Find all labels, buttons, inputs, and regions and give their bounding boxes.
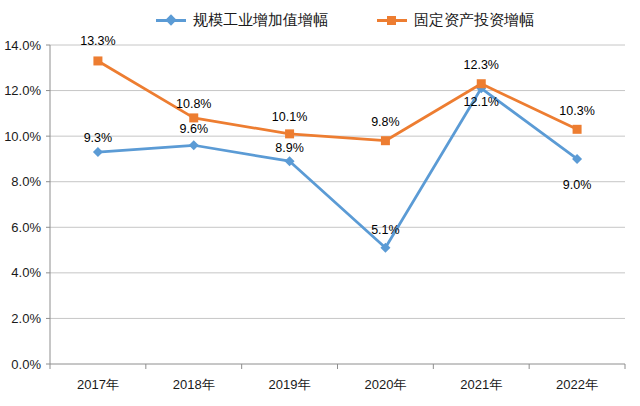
y-axis-tick-label: 4.0% [11, 265, 41, 280]
y-axis-tick-label: 10.0% [4, 129, 41, 144]
data-point-marker-square [285, 129, 294, 138]
square-marker-icon [387, 16, 396, 25]
data-point-label: 10.8% [176, 97, 211, 111]
data-point-label: 10.1% [272, 110, 307, 124]
legend-item-industrial-growth: 规模工业增加值增幅 [156, 11, 328, 29]
data-point-label: 5.1% [371, 223, 400, 237]
y-axis-tick-label: 14.0% [4, 38, 41, 53]
data-point-label: 9.6% [180, 122, 209, 136]
data-point-marker-square [381, 136, 390, 145]
legend-line-orange [377, 19, 407, 22]
x-axis-category-label: 2022年 [556, 377, 598, 392]
x-axis-category-label: 2018年 [173, 377, 215, 392]
legend-label-industrial-growth: 规模工业增加值增幅 [193, 11, 328, 30]
data-point-marker-diamond [93, 147, 103, 157]
x-axis-category-label: 2020年 [364, 377, 406, 392]
y-axis-tick-label: 8.0% [11, 174, 41, 189]
data-point-label: 13.3% [80, 34, 115, 48]
diamond-marker-icon [165, 14, 176, 25]
data-point-label: 9.8% [371, 115, 400, 129]
legend-label-fixed-investment-growth: 固定资产投资增幅 [414, 11, 534, 30]
chart-legend: 规模工业增加值增幅 固定资产投资增幅 [0, 0, 640, 34]
line-chart-plot: 0.0% 2.0% 4.0% 6.0% 8.0% 10.0% 12.0% 14.0% 2017年… [0, 0, 640, 406]
data-point-marker-square [93, 56, 102, 65]
x-axis-category-label: 2017年 [77, 377, 119, 392]
legend-line-blue [156, 19, 186, 22]
data-point-label: 8.9% [275, 141, 304, 155]
legend-item-fixed-investment-growth: 固定资产投资增幅 [377, 11, 534, 29]
data-point-marker-square [477, 79, 486, 88]
y-axis-tick-label: 6.0% [11, 220, 41, 235]
data-point-marker-square [189, 113, 198, 122]
y-axis-tick-label: 0.0% [11, 357, 41, 372]
y-axis-tick-label: 12.0% [4, 83, 41, 98]
x-axis-category-label: 2021年 [460, 377, 502, 392]
data-point-label: 9.0% [563, 178, 592, 192]
data-point-label: 12.1% [464, 95, 499, 109]
chart-container: 规模工业增加值增幅 固定资产投资增幅 0.0% 2.0% 4.0% 6.0% 8.0% 1… [0, 0, 640, 406]
data-point-label: 10.3% [559, 104, 594, 118]
series-line-1 [98, 61, 577, 141]
data-point-label: 12.3% [464, 58, 499, 72]
x-axis-category-label: 2019年 [269, 377, 311, 392]
y-axis-tick-label: 2.0% [11, 311, 41, 326]
series-line-0 [98, 88, 577, 248]
data-point-marker-diamond [189, 140, 199, 150]
data-point-label: 9.3% [84, 131, 113, 145]
data-point-marker-square [573, 125, 582, 134]
